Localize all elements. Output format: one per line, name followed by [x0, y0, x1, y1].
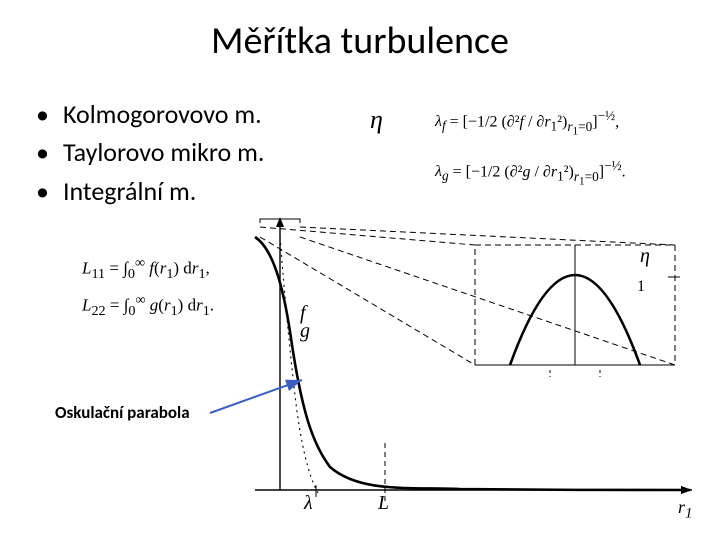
osculating-annotation: Oskulační parabola: [55, 402, 190, 423]
bullet-item: Integrální m.: [36, 173, 264, 209]
lambda-label: λ: [304, 492, 313, 515]
bullet-item: Kolmogorovovo m.: [36, 96, 264, 132]
eta-inset-label: η: [640, 245, 650, 268]
g-label: g: [300, 320, 310, 343]
r1-label: r1: [678, 497, 693, 523]
zoom-dashed-line: [260, 227, 475, 245]
eta-symbol: η: [370, 105, 383, 135]
annotation-arrow: [210, 380, 302, 413]
bullet-item: Taylorovo mikro m.: [36, 134, 264, 170]
zoom-dashed-line: [300, 237, 675, 365]
lambda-g-equation: λg = [−1/2 (∂²g / ∂r1²)r1=0]−½.: [435, 158, 626, 187]
correlation-curve: [255, 237, 690, 490]
zoom-dashed-line: [300, 227, 675, 245]
page-title: Měřítka turbulence: [0, 18, 720, 64]
inset-one-label: 1: [637, 278, 645, 296]
lambda-f-equation: λf = [−1/2 (∂²f / ∂r1²)r1=0]−½,: [435, 108, 619, 137]
osculating-parabola-dots: [280, 237, 318, 493]
diagram-area: [60, 215, 700, 525]
big-l-label: L: [378, 492, 389, 515]
bullet-list: Kolmogorovovo m. Taylorovo mikro m. Inte…: [36, 96, 264, 211]
